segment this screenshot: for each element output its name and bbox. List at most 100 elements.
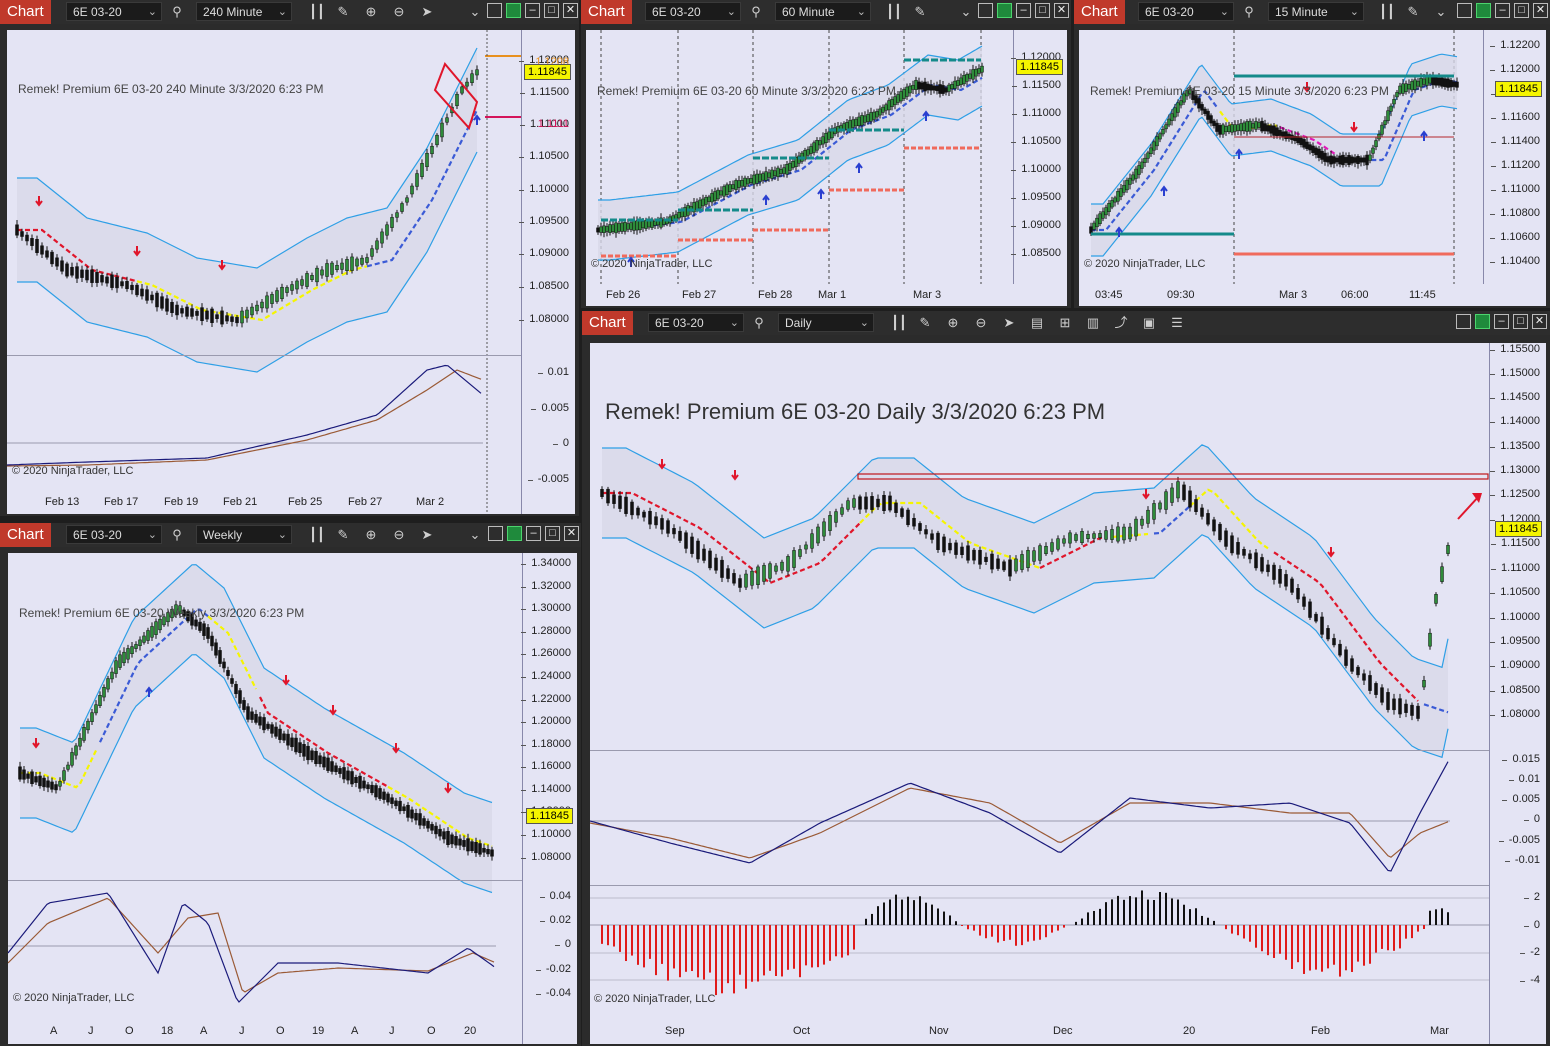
maximize-button[interactable]: □ [1035,3,1050,18]
chart-menu-button[interactable]: Chart [1074,0,1125,24]
window-option-button[interactable] [487,3,502,18]
interval-selector[interactable]: 60 Minute ⌄ [775,2,871,21]
instrument-selector[interactable]: 6E 03-20 ⌄ [66,2,162,21]
window-option-button[interactable] [1457,3,1472,18]
upper-band-line [602,444,1449,669]
close-button[interactable]: ✕ [1054,3,1069,18]
more-chevron-icon[interactable]: ⌄ [1435,4,1447,19]
interval-selector[interactable]: Daily ⌄ [778,313,874,332]
candle-body [647,220,651,228]
search-icon[interactable]: ⚲ [172,4,182,19]
pointer-icon[interactable]: ➤ [1003,315,1015,330]
chart-menu-button[interactable]: Chart [582,311,633,335]
link-color-button[interactable] [997,3,1012,18]
more-chevron-icon[interactable]: ⌄ [960,4,972,19]
candle-body [884,104,888,111]
chart-area[interactable]: Remek! Premium 6E 03-20 240 Minute 3/3/2… [7,30,575,514]
chart-menu-button[interactable]: Chart [581,0,632,24]
zoom-out-icon[interactable]: ⊖ [393,4,405,19]
link-color-button[interactable] [506,3,521,18]
candle-body [1173,107,1177,118]
drawing-tool-icon[interactable]: ✎ [337,527,349,542]
instrument-selector[interactable]: 6E 03-20 ⌄ [1138,2,1234,21]
zoom-in-icon[interactable]: ⊕ [365,4,377,19]
link-color-button[interactable] [507,526,522,541]
templates-icon[interactable]: ▣ [1142,315,1156,330]
strategies-icon[interactable]: ⤴ [1114,315,1128,330]
price-axis[interactable]: 1.34000 1.32000 1.30000 1.28000 1.26000 … [521,553,577,1044]
close-button[interactable]: ✕ [563,3,578,18]
candle-body [1158,502,1162,510]
chart-canvas[interactable] [1079,30,1546,306]
price-axis[interactable]: 1.15500 1.15000 1.14500 1.14000 1.13500 … [1489,343,1546,1044]
close-button[interactable]: ✕ [1533,3,1548,18]
more-chevron-icon[interactable]: ⌄ [469,4,481,19]
zoom-out-icon[interactable]: ⊖ [975,315,987,330]
search-icon[interactable]: ⚲ [172,527,182,542]
close-button[interactable]: ✕ [1532,314,1547,329]
maximize-button[interactable]: □ [1514,3,1529,18]
instrument-selector[interactable]: 6E 03-20 ⌄ [645,2,741,21]
properties-icon[interactable]: ⊞ [1059,315,1071,330]
price-axis[interactable]: 1.12000 1.11500 1.11000 1.10500 1.10000 … [1011,30,1067,284]
chart-canvas[interactable] [7,30,575,514]
chart-canvas[interactable] [586,30,1067,306]
pointer-icon[interactable]: ➤ [421,4,433,19]
bar-type-icon[interactable]: ┃┃ [309,4,325,19]
zoom-in-icon[interactable]: ⊕ [947,315,959,330]
price-axis[interactable]: 1.12000 1.11500 1.11000 1.10500 1.10000 … [519,30,575,514]
interval-selector[interactable]: Weekly ⌄ [196,525,292,544]
chart-area[interactable]: Remek! Premium 6E 03-20 15 Minute 3/3/20… [1079,30,1546,306]
maximize-button[interactable]: □ [545,526,560,541]
instrument-selector[interactable]: 6E 03-20 ⌄ [66,525,162,544]
candle-body [984,556,988,562]
bar-type-icon[interactable]: ┃┃ [1379,4,1395,19]
drawing-tool-icon[interactable]: ✎ [337,4,349,19]
more-chevron-icon[interactable]: ⌄ [469,527,481,542]
candle-body [1092,222,1096,230]
price-axis[interactable]: 1.12200 1.12000 1.11800 1.11600 1.11400 … [1483,30,1546,284]
minimize-button[interactable]: – [1495,3,1510,18]
minimize-button[interactable]: – [1494,314,1509,329]
maximize-button[interactable]: □ [544,3,559,18]
zoom-out-icon[interactable]: ⊖ [393,527,405,542]
link-color-button[interactable] [1476,3,1491,18]
interval-selector[interactable]: 240 Minute ⌄ [196,2,292,21]
close-button[interactable]: ✕ [564,526,579,541]
window-option-button[interactable] [1456,314,1471,329]
chart-canvas[interactable] [8,553,577,1044]
chart-canvas[interactable] [590,343,1546,1044]
trend-line [1279,126,1338,157]
bar-type-icon[interactable]: ┃┃ [309,527,325,542]
data-box-icon[interactable]: ▤ [1030,315,1044,330]
window-option-button[interactable] [488,526,503,541]
bar-type-icon[interactable]: ┃┃ [886,4,902,19]
drawing-tool-icon[interactable]: ✎ [919,315,931,330]
candle-body [902,89,906,99]
candle-body [1251,123,1255,129]
chart-area[interactable]: Remek! Premium 6E 03-20 Daily 3/3/2020 6… [590,343,1546,1044]
zoom-in-icon[interactable]: ⊕ [365,527,377,542]
search-icon[interactable]: ⚲ [751,4,761,19]
minimize-button[interactable]: – [1016,3,1031,18]
chart-menu-button[interactable]: Chart [0,0,51,24]
interval-selector[interactable]: 15 Minute ⌄ [1268,2,1364,21]
drawing-tool-icon[interactable]: ✎ [914,4,926,19]
instrument-selector[interactable]: 6E 03-20 ⌄ [648,313,744,332]
list-icon[interactable]: ☰ [1171,315,1183,330]
chart-area[interactable]: Remek! Premium 6E 03-20 60 Minute 3/3/20… [586,30,1067,306]
minimize-button[interactable]: – [526,526,541,541]
candle-body [821,136,825,145]
link-color-button[interactable] [1475,314,1490,329]
indicators-icon[interactable]: ▥ [1086,315,1100,330]
bar-type-icon[interactable]: ┃┃ [891,315,907,330]
window-option-button[interactable] [978,3,993,18]
chart-menu-button[interactable]: Chart [0,523,51,547]
maximize-button[interactable]: □ [1513,314,1528,329]
drawing-tool-icon[interactable]: ✎ [1407,4,1419,19]
search-icon[interactable]: ⚲ [754,315,764,330]
minimize-button[interactable]: – [525,3,540,18]
search-icon[interactable]: ⚲ [1244,4,1254,19]
pointer-icon[interactable]: ➤ [421,527,433,542]
chart-area[interactable]: Remek! Premium 6E 03-20 Weekly 3/3/2020 … [8,553,577,1044]
